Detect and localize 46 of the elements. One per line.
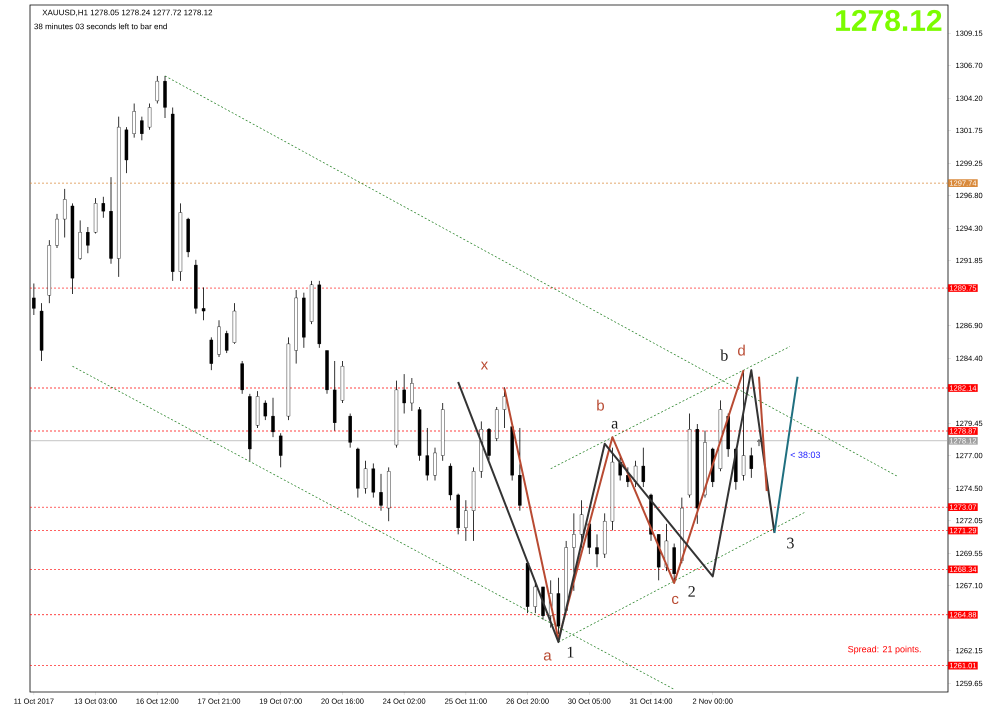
- annotation: a: [612, 420, 618, 429]
- line-series: [503, 369, 745, 640]
- candlestick: [634, 460, 638, 488]
- candlestick: [32, 283, 36, 316]
- annotation: < 38:03: [790, 452, 820, 458]
- candlestick: [278, 432, 282, 468]
- candlestick: [642, 447, 646, 488]
- candlestick: [372, 463, 376, 498]
- candlestick: [595, 534, 599, 568]
- annotation: x: [480, 362, 488, 370]
- candlestick: [148, 103, 152, 130]
- candlestick: [464, 500, 468, 542]
- line-series: [457, 369, 776, 644]
- annotation: d: [738, 344, 745, 356]
- candlestick: [426, 428, 430, 481]
- annotation: 3: [787, 538, 794, 548]
- candlestick: [102, 196, 106, 218]
- candlestick: [62, 188, 66, 238]
- annotation: 2: [688, 586, 695, 597]
- chart-title: XAUUSD,H1 1278.05 1278.24 1277.72 1278.12: [42, 10, 212, 16]
- candlestick: [224, 330, 228, 354]
- annotation: 1278.12: [836, 10, 942, 32]
- annotation: b: [597, 400, 604, 411]
- candlestick: [271, 397, 275, 438]
- candlestick: [364, 460, 368, 494]
- candlestick: [86, 226, 90, 254]
- annotation: b: [720, 350, 728, 361]
- candlestick: [132, 103, 136, 138]
- candlestick: [402, 374, 406, 414]
- candlestick: [502, 386, 506, 428]
- annotation: a: [544, 652, 552, 661]
- candlestick: [202, 287, 206, 321]
- candlestick: [156, 76, 160, 104]
- candlestick: [264, 400, 268, 420]
- candlestick: [210, 336, 214, 371]
- text: 38 minutes 03 seconds left to bar end: [34, 23, 167, 30]
- candlestick: [750, 447, 754, 478]
- candlestick: [757, 438, 761, 446]
- candlestick: [433, 447, 437, 481]
- candlestick: [140, 116, 144, 141]
- annotation: c: [672, 596, 678, 604]
- annotation: 1: [568, 646, 574, 658]
- annotation: Spread: 21 points.: [848, 646, 921, 654]
- candlestick: [379, 474, 383, 512]
- candlestick: [410, 378, 414, 412]
- candlestick: [580, 500, 584, 548]
